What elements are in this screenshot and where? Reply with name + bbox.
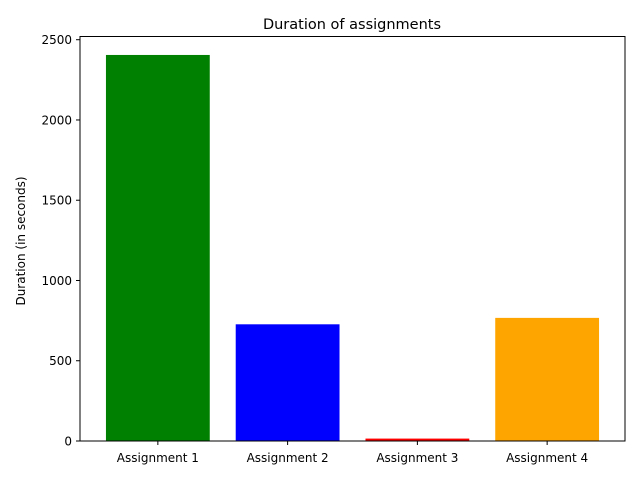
bars-group (105, 54, 600, 442)
bar-assignment-3 (365, 438, 470, 441)
x-tick-label: Assignment 2 (247, 451, 329, 465)
y-tick-label: 2000 (41, 113, 72, 127)
x-tick-label: Assignment 4 (506, 451, 588, 465)
bar-assignment-4 (495, 317, 600, 441)
bar-assignment-1 (105, 54, 210, 442)
y-tick-label: 0 (64, 435, 72, 449)
y-tick-label: 1500 (41, 194, 72, 208)
bar-assignment-2 (235, 324, 340, 441)
y-axis: 0 500 1000 1500 2000 2500 (41, 33, 80, 449)
y-tick-label: 2500 (41, 33, 72, 47)
plot-area-frame (79, 36, 626, 442)
x-tick-label: Assignment 1 (117, 451, 199, 465)
x-tick-label: Assignment 3 (376, 451, 458, 465)
y-axis-label: Duration (in seconds) (14, 176, 28, 305)
y-tick-label: 500 (49, 354, 72, 368)
y-tick-label: 1000 (41, 274, 72, 288)
chart-title: Duration of assignments (263, 17, 441, 33)
x-axis: Assignment 1 Assignment 2 Assignment 3 Assi… (117, 441, 588, 465)
